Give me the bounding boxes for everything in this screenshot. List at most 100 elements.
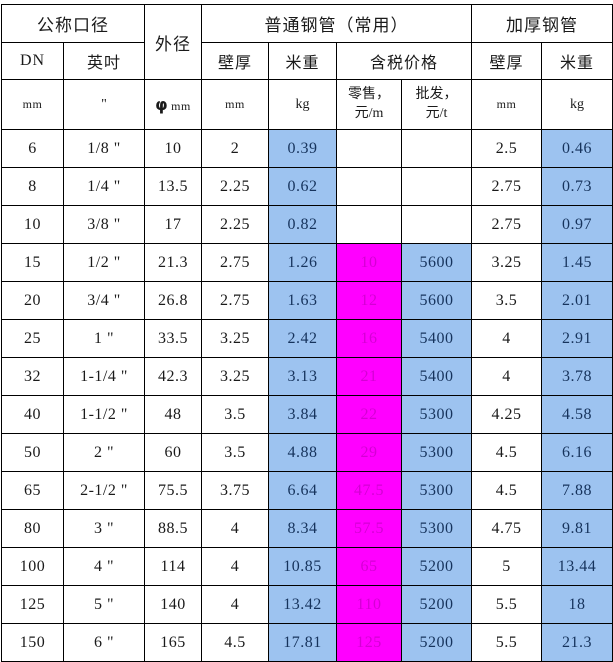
cell-dn: 25 (1, 319, 64, 358)
cell-retail-price: 125 (336, 623, 402, 662)
unit-retail-line2: 元/m (354, 105, 384, 121)
cell-wholesale-price: 5200 (401, 547, 472, 586)
cell-wall-thickness-standard: 2.25 (201, 167, 269, 206)
cell-wholesale-price: 5200 (401, 585, 472, 624)
cell-retail-price: 110 (336, 585, 402, 624)
table-header: 公称口径 外径 普通钢管（常用） 加厚钢管 DN 英吋 壁厚 米重 含税价格 壁… (1, 4, 613, 130)
cell-inch: 1 " (63, 319, 145, 358)
cell-wall-thickness-thickened: 4.5 (471, 471, 542, 510)
cell-wall-thickness-standard: 3.25 (201, 319, 269, 358)
cell-outer-diameter: 60 (144, 433, 202, 472)
table-row: 20 3/4 " 26.8 2.75 1.63 12 5600 3.5 2.01 (1, 281, 613, 320)
cell-outer-diameter: 17 (144, 205, 202, 244)
cell-dn: 80 (1, 509, 64, 548)
cell-wall-thickness-standard: 3.5 (201, 395, 269, 434)
cell-wall-thickness-standard: 4 (201, 547, 269, 586)
cell-dn: 8 (1, 167, 64, 206)
phi-symbol: φ (155, 94, 168, 114)
cell-wholesale-price: 5300 (401, 433, 472, 472)
header-group-nominal-diameter: 公称口径 (1, 4, 145, 43)
table-row: 40 1-1/2 " 48 3.5 3.84 22 5300 4.25 4.58 (1, 395, 613, 434)
table-row: 50 2 " 60 3.5 4.88 29 5300 4.5 6.16 (1, 433, 613, 472)
cell-inch: 1/2 " (63, 243, 145, 282)
cell-outer-diameter: 88.5 (144, 509, 202, 548)
cell-weight-thickened: 0.97 (541, 205, 613, 244)
cell-weight-thickened: 1.45 (541, 243, 613, 282)
cell-weight-standard: 8.34 (268, 509, 337, 548)
cell-wholesale-price (401, 129, 472, 168)
cell-outer-diameter: 10 (144, 129, 202, 168)
cell-outer-diameter: 165 (144, 623, 202, 662)
unit-retail-line1: 零售， (348, 86, 390, 102)
cell-retail-price: 21 (336, 357, 402, 396)
cell-weight-thickened: 7.88 (541, 471, 613, 510)
cell-inch: 2 " (63, 433, 145, 472)
unit-retail-price: 零售， 元/m (336, 79, 402, 130)
cell-weight-standard: 6.64 (268, 471, 337, 510)
cell-weight-thickened: 13.44 (541, 547, 613, 586)
cell-inch: 2-1/2 " (63, 471, 145, 510)
unit-wholesale-price: 批发， 元/t (401, 79, 472, 130)
cell-weight-standard: 1.26 (268, 243, 337, 282)
cell-weight-thickened: 2.01 (541, 281, 613, 320)
table-row: 125 5 " 140 4 13.42 110 5200 5.5 18 (1, 585, 613, 624)
cell-weight-standard: 0.62 (268, 167, 337, 206)
cell-weight-standard: 10.85 (268, 547, 337, 586)
cell-wall-thickness-thickened: 5.5 (471, 623, 542, 662)
cell-wall-thickness-standard: 3.25 (201, 357, 269, 396)
cell-wall-thickness-thickened: 4.5 (471, 433, 542, 472)
cell-weight-thickened: 6.16 (541, 433, 613, 472)
cell-weight-thickened: 4.58 (541, 395, 613, 434)
cell-inch: 3/8 " (63, 205, 145, 244)
steel-pipe-specification-table: 公称口径 外径 普通钢管（常用） 加厚钢管 DN 英吋 壁厚 米重 含税价格 壁… (1, 4, 613, 662)
table-row: 15 1/2 " 21.3 2.75 1.26 10 5600 3.25 1.45 (1, 243, 613, 282)
cell-inch: 1/8 " (63, 129, 145, 168)
cell-dn: 150 (1, 623, 64, 662)
table-row: 150 6 " 165 4.5 17.81 125 5200 5.5 21.3 (1, 623, 613, 662)
cell-inch: 3/4 " (63, 281, 145, 320)
cell-dn: 50 (1, 433, 64, 472)
cell-weight-standard: 3.84 (268, 395, 337, 434)
unit-wall-thickness-standard: mm (201, 79, 269, 130)
cell-retail-price: 29 (336, 433, 402, 472)
cell-outer-diameter: 140 (144, 585, 202, 624)
cell-wall-thickness-thickened: 4 (471, 319, 542, 358)
cell-retail-price (336, 129, 402, 168)
cell-weight-standard: 4.88 (268, 433, 337, 472)
cell-inch: 1-1/4 " (63, 357, 145, 396)
cell-outer-diameter: 21.3 (144, 243, 202, 282)
table-row: 32 1-1/4 " 42.3 3.25 3.13 21 5400 4 3.78 (1, 357, 613, 396)
cell-retail-price (336, 167, 402, 206)
cell-wall-thickness-standard: 3.5 (201, 433, 269, 472)
table-row: 25 1 " 33.5 3.25 2.42 16 5400 4 2.91 (1, 319, 613, 358)
cell-weight-thickened: 2.91 (541, 319, 613, 358)
cell-outer-diameter: 75.5 (144, 471, 202, 510)
unit-dn: mm (1, 79, 64, 130)
cell-wholesale-price: 5200 (401, 623, 472, 662)
cell-wholesale-price: 5600 (401, 243, 472, 282)
cell-wall-thickness-thickened: 3.5 (471, 281, 542, 320)
cell-inch: 4 " (63, 547, 145, 586)
cell-weight-standard: 0.39 (268, 129, 337, 168)
cell-wall-thickness-thickened: 5 (471, 547, 542, 586)
header-wall-thickness-standard: 壁厚 (201, 42, 269, 80)
cell-wall-thickness-standard: 3.75 (201, 471, 269, 510)
cell-dn: 100 (1, 547, 64, 586)
cell-wall-thickness-thickened: 3.25 (471, 243, 542, 282)
table-row: 65 2-1/2 " 75.5 3.75 6.64 47.5 5300 4.5 7.88 (1, 471, 613, 510)
cell-dn: 65 (1, 471, 64, 510)
cell-outer-diameter: 48 (144, 395, 202, 434)
header-weight-per-meter-standard: 米重 (268, 42, 337, 80)
unit-wholesale-line1: 批发， (415, 86, 458, 102)
cell-inch: 3 " (63, 509, 145, 548)
cell-wholesale-price: 5400 (401, 319, 472, 358)
header-dn: DN (1, 42, 64, 80)
cell-inch: 1/4 " (63, 167, 145, 206)
cell-weight-standard: 0.82 (268, 205, 337, 244)
cell-outer-diameter: 13.5 (144, 167, 202, 206)
cell-dn: 6 (1, 129, 64, 168)
cell-retail-price: 12 (336, 281, 402, 320)
table-body: 6 1/8 " 10 2 0.39 2.5 0.46 8 1/4 " 13.5 2.25 0.62 2.… (1, 129, 613, 662)
unit-wall-thickness-thickened: mm (471, 79, 542, 130)
unit-weight-standard: kg (268, 79, 337, 130)
